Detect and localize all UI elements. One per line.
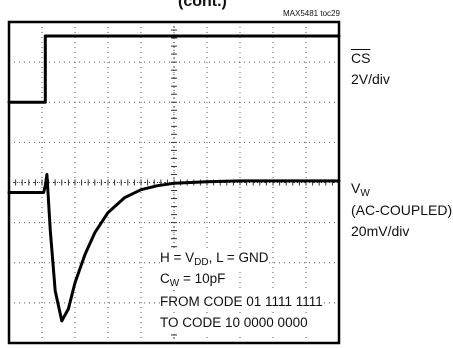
plot-frame bbox=[7, 20, 341, 345]
annotation-1a-sub: DD bbox=[194, 257, 209, 268]
vw-coupling: (AC-COUPLED) bbox=[351, 202, 453, 218]
vw-channel-label: VW bbox=[351, 180, 370, 199]
annotation-1a: H = V bbox=[160, 250, 195, 265]
waveform-traces bbox=[7, 34, 341, 323]
annotation-1b: , L = GND bbox=[208, 250, 269, 265]
cs-scale: 2V/div bbox=[351, 71, 390, 87]
cs-channel-label: CS bbox=[351, 50, 370, 67]
cs-name: CS bbox=[351, 50, 371, 66]
vw-name: V bbox=[351, 180, 361, 196]
vw-scale: 20mV/div bbox=[351, 223, 410, 239]
annotation-line-4: TO CODE 10 0000 0000 bbox=[160, 313, 308, 333]
annotation-line-1: H = VDD, L = GND bbox=[160, 248, 269, 268]
trace-cs bbox=[7, 34, 341, 104]
annotation-line-3: FROM CODE 01 1111 1111 bbox=[160, 292, 323, 312]
annotation-2a: C bbox=[160, 271, 170, 286]
annotation-2b: = 10pF bbox=[179, 271, 226, 286]
vw-name-sub: W bbox=[360, 188, 370, 199]
annotation-2a-sub: W bbox=[169, 278, 180, 289]
title-fragment: (cont.) bbox=[178, 0, 227, 10]
figure-id: MAX5481 toc29 bbox=[283, 9, 340, 18]
trace-vw bbox=[7, 173, 341, 323]
annotation-line-2: CW = 10pF bbox=[160, 269, 226, 289]
